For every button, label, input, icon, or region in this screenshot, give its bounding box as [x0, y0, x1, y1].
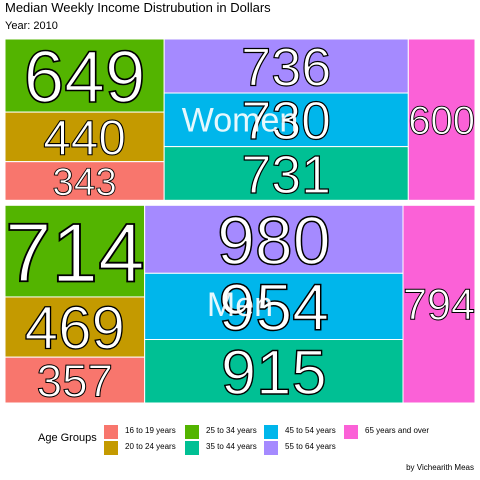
legend-swatch — [344, 425, 358, 439]
tile-men-65-years-and-over — [402, 204, 476, 404]
legend: Age Groups 16 to 19 years 20 to 24 years 2… — [0, 420, 480, 460]
legend-swatch — [104, 441, 118, 455]
group-label-men: Men — [207, 286, 273, 324]
legend-label: 65 years and over — [365, 426, 430, 435]
legend-swatch — [185, 441, 199, 455]
group-label-women: Women — [182, 102, 299, 140]
tile-women-45-to-54-years — [163, 92, 409, 148]
tile-value-men-20-to-24-years: 469 — [25, 295, 125, 362]
tile-men-20-to-24-years — [4, 296, 146, 358]
legend-swatch — [264, 425, 278, 439]
legend-title: Age Groups — [38, 432, 97, 444]
legend-label: 25 to 34 years — [206, 426, 257, 435]
caption: by Vichearith Meas — [406, 463, 474, 472]
tile-value-women-65-years-and-over: 600 — [408, 99, 475, 143]
tile-value-men-65-years-and-over: 794 — [403, 282, 475, 330]
tile-value-women-16-to-19-years: 343 — [52, 161, 116, 204]
tile-women-65-years-and-over — [407, 38, 476, 201]
legend-label: 55 to 64 years — [285, 442, 336, 451]
tile-value-men-16-to-19-years: 357 — [37, 356, 113, 407]
tile-value-women-20-to-24-years: 440 — [43, 110, 126, 166]
tile-men-45-to-54-years — [144, 272, 404, 341]
chart-title: Median Weekly Income Distrubution in Dol… — [5, 0, 271, 15]
legend-label: 20 to 24 years — [125, 442, 176, 451]
tile-women-16-to-19-years — [4, 161, 165, 201]
tile-women-35-to-44-years — [163, 146, 409, 201]
tile-value-men-55-to-64-years: 980 — [217, 203, 330, 279]
legend-swatch — [264, 441, 278, 455]
tile-value-men-25-to-34-years: 714 — [5, 205, 145, 299]
tile-men-35-to-44-years — [144, 339, 404, 404]
legend-label: 45 to 54 years — [285, 426, 336, 435]
chart-subtitle: Year: 2010 — [5, 20, 58, 32]
tile-value-women-55-to-64-years: 736 — [241, 37, 331, 97]
legend-swatch — [185, 425, 199, 439]
tile-value-women-25-to-34-years: 649 — [24, 37, 146, 118]
tile-value-men-45-to-54-years: 954 — [219, 271, 329, 345]
tile-value-women-35-to-44-years: 731 — [241, 145, 331, 205]
tile-value-women-45-to-54-years: 730 — [242, 91, 331, 151]
legend-label: 35 to 44 years — [206, 442, 257, 451]
tile-women-55-to-64-years — [163, 38, 409, 94]
tile-men-16-to-19-years — [4, 356, 146, 404]
tile-men-25-to-34-years — [4, 204, 146, 298]
legend-swatch — [104, 425, 118, 439]
tile-women-25-to-34-years — [4, 38, 165, 113]
legend-label: 16 to 19 years — [125, 426, 176, 435]
tile-value-men-35-to-44-years: 915 — [221, 338, 327, 408]
